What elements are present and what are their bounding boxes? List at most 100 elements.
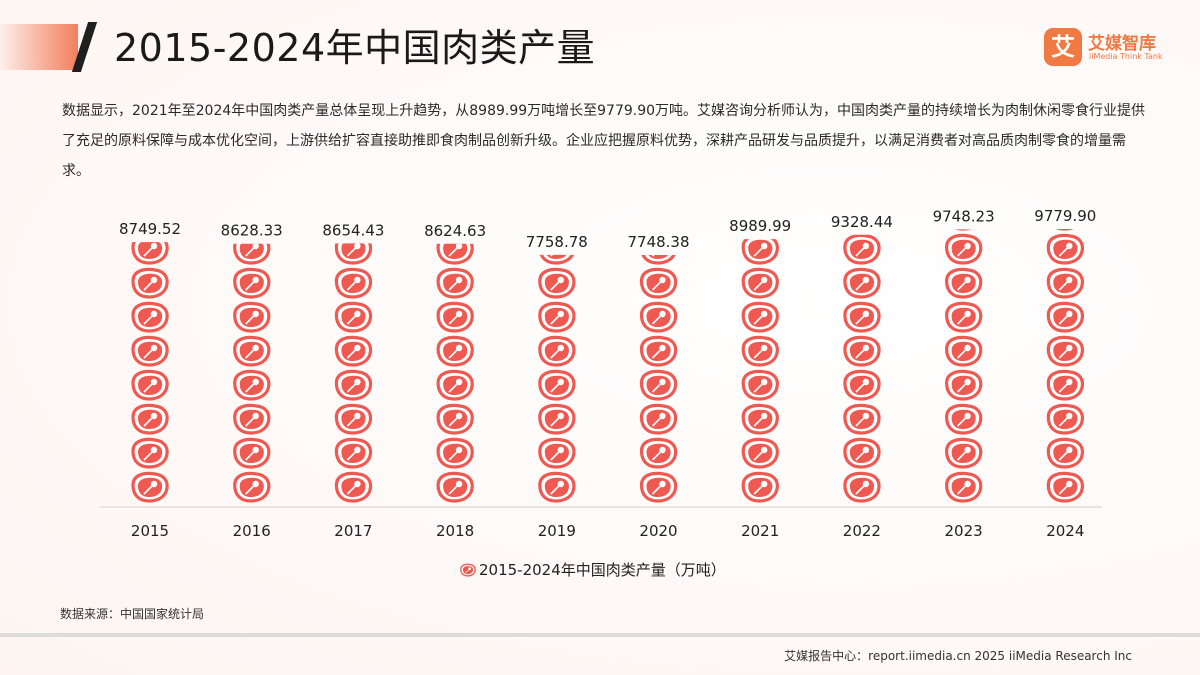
value-label: 8749.52 [119,220,181,238]
steak-icon [131,267,169,299]
steak-icon [741,301,779,333]
steak-icon [131,335,169,367]
steak-icon [843,369,881,401]
steak-icon [436,335,474,367]
page-title: 2015-2024年中国肉类产量 [114,26,596,70]
steak-icon [1046,233,1085,265]
steak-icon [436,437,474,469]
steak-icon [538,437,576,469]
pictograph-column-2019 [538,254,576,503]
steak-icon [233,369,271,401]
steak-icon [131,242,169,265]
summary-paragraph: 数据显示，2021年至2024年中国肉类产量总体呈现上升趋势，从8989.99万… [62,103,1146,179]
steak-icon [639,267,678,299]
steak-icon [334,471,373,503]
steak-icon [334,369,373,401]
pictograph-columns [131,229,1085,503]
steak-icon [843,335,881,367]
steak-icon [538,471,576,503]
value-label: 8989.99 [729,217,791,235]
steak-icon [233,301,271,333]
steak-icon [538,267,576,299]
title-accent-bar [0,24,78,70]
steak-icon [1046,437,1085,469]
steak-icon [639,335,678,367]
steak-icon [539,254,574,265]
steak-icon [538,301,576,333]
x-tick-label: 2019 [538,522,576,540]
steak-icon [944,403,983,435]
steak-icon [741,335,779,367]
steak-icon [741,437,779,469]
pictograph-column-2020 [639,255,678,503]
steak-icon [334,267,373,299]
steak-icon [944,335,983,367]
steak-icon [538,335,576,367]
steak-icon [538,369,576,401]
steak-icon [334,403,373,435]
meat-production-chart: 8749.52 8628.33 8654.43 8624.63 7758.78 7748.… [100,207,1102,579]
steak-icon [538,403,576,435]
steak-icon [1046,335,1085,367]
footer-divider [0,633,1200,637]
footer-text: 艾媒报告中心：report.iimedia.cn 2025 iiMedia Re… [784,649,1132,663]
steak-icon [741,471,779,503]
logo-mark: 艾 [1044,28,1082,66]
steak-icon [131,403,169,435]
steak-icon [944,471,983,503]
pictograph-column-2017 [334,243,373,503]
steak-icon [944,437,983,469]
steak-icon [334,335,373,367]
x-tick-label: 2021 [741,522,779,540]
steak-icon [436,471,474,503]
value-label: 8624.63 [424,222,486,240]
x-axis-tick-labels: 2015 2016 2017 2018 2019 2020 2021 2022 2023 2024 [131,522,1084,540]
steak-icon [944,301,983,333]
steak-icon [843,403,881,435]
steak-icon [436,301,474,333]
data-source: 数据来源：中国国家统计局 [60,607,205,621]
x-tick-label: 2024 [1046,522,1084,540]
steak-icon [131,369,169,401]
pictograph-column-2018 [436,243,474,503]
steak-icon [843,471,881,503]
x-tick-label: 2017 [334,522,372,540]
steak-icon [843,267,881,299]
steak-icon [233,243,271,265]
steak-icon [1046,267,1085,299]
steak-icon [334,301,373,333]
steak-icon [843,437,881,469]
value-label: 7748.38 [627,233,689,251]
steak-icon [436,369,474,401]
value-label: 8654.43 [322,221,384,239]
value-label: 9779.90 [1034,207,1096,225]
steak-icon [944,267,983,299]
pictograph-column-2023 [944,229,983,503]
steak-icon [741,267,779,299]
value-label: 8628.33 [221,222,283,240]
steak-icon [334,437,373,469]
x-tick-label: 2015 [131,522,169,540]
pictograph-column-2016 [233,243,271,503]
steak-icon [639,301,678,333]
pictograph-column-2015 [131,242,169,503]
steak-icon [741,369,779,401]
pictograph-column-2022 [843,234,881,503]
value-labels: 8749.52 8628.33 8654.43 8624.63 7758.78 7748.… [119,207,1096,251]
steak-icon [131,301,169,333]
steak-icon [334,243,373,265]
steak-icon [944,233,983,265]
steak-icon [233,335,271,367]
pictograph-column-2021 [741,239,779,503]
steak-icon [843,301,881,333]
steak-icon [639,403,678,435]
steak-icon [639,437,678,469]
steak-icon [843,234,881,265]
steak-icon [131,471,169,503]
steak-icon [944,369,983,401]
legend-steak-icon [460,563,476,577]
logo-chinese-text: 艾媒智库 [1088,34,1156,54]
value-label: 9328.44 [831,213,893,231]
steak-icon [1046,301,1085,333]
